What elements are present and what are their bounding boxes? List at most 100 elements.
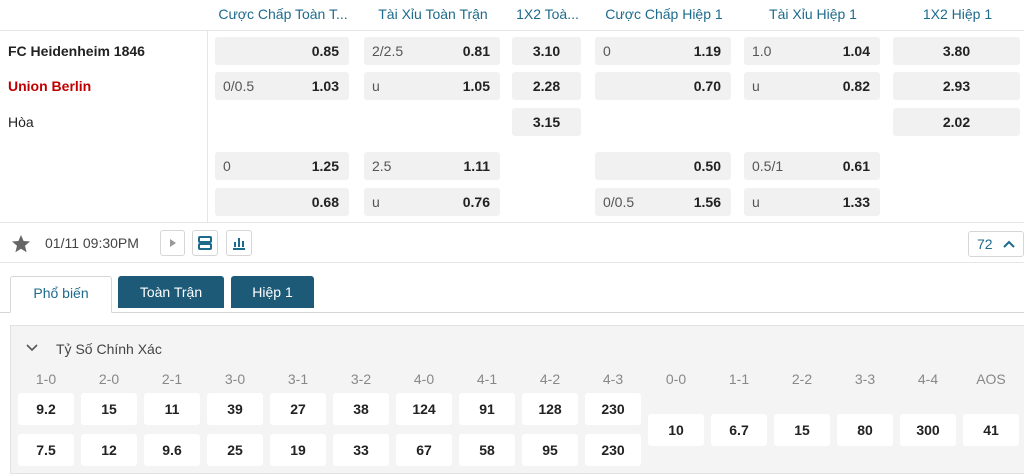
- odds-cell[interactable]: 2.02: [893, 108, 1020, 136]
- odds-value: 0.76: [462, 194, 490, 210]
- odds-cell[interactable]: 0.5/1 0.61: [744, 152, 880, 180]
- column-header: 1X2 Hiệp 1: [922, 6, 993, 22]
- score-odds[interactable]: 9.6: [144, 434, 200, 466]
- favorite-star[interactable]: [11, 234, 31, 254]
- score-label: 3-0: [224, 371, 246, 387]
- score-odds[interactable]: 15: [774, 414, 830, 446]
- handicap-line: 0.5/1: [752, 158, 784, 174]
- odds-cell[interactable]: 2.93: [893, 72, 1020, 100]
- score-odds[interactable]: 19: [270, 434, 326, 466]
- score-odds[interactable]: 10: [648, 414, 704, 446]
- odds-value: 0.85: [311, 43, 339, 59]
- score-odds[interactable]: 38: [333, 393, 389, 425]
- score-odds[interactable]: 124: [396, 393, 452, 425]
- odds-cell[interactable]: u 0.76: [364, 188, 500, 216]
- tab[interactable]: Toàn Trận: [118, 276, 224, 308]
- odds-cell[interactable]: 0 1.25: [215, 152, 349, 180]
- odds-value: 0.50: [693, 158, 721, 174]
- odds-cell[interactable]: 3.80: [893, 37, 1020, 65]
- odds-value: 1.56: [693, 194, 721, 210]
- odds-cell[interactable]: u 1.33: [744, 188, 880, 216]
- tab[interactable]: Hiệp 1: [231, 276, 314, 308]
- odds-cell[interactable]: u 1.05: [364, 72, 500, 100]
- odds-cell[interactable]: 2.5 1.11: [364, 152, 500, 180]
- score-label: 3-1: [287, 371, 309, 387]
- odds-cell[interactable]: 0 1.19: [595, 37, 731, 65]
- odds-cell[interactable]: u 0.82: [744, 72, 880, 100]
- score-odds[interactable]: 12: [81, 434, 137, 466]
- column-header: Cược Chấp Hiệp 1: [605, 6, 723, 22]
- score-label: AOS: [976, 371, 1006, 387]
- score-odds[interactable]: 128: [522, 393, 578, 425]
- handicap-line: 0/0.5: [223, 78, 255, 94]
- score-odds[interactable]: 95: [522, 434, 578, 466]
- stats-button[interactable]: [226, 230, 252, 256]
- odds-cell[interactable]: 2/2.5 0.81: [364, 37, 500, 65]
- score-odds[interactable]: 33: [333, 434, 389, 466]
- score-label: 4-0: [413, 371, 435, 387]
- score-odds[interactable]: 9.2: [18, 393, 74, 425]
- handicap-line: 2/2.5: [372, 43, 404, 59]
- odds-value: 3.15: [532, 114, 561, 130]
- score-odds[interactable]: 6.7: [711, 414, 767, 446]
- score-odds[interactable]: 80: [837, 414, 893, 446]
- row-divider: [0, 222, 1024, 223]
- score-odds[interactable]: 58: [459, 434, 515, 466]
- odds-value: 0.70: [693, 78, 721, 94]
- collapse-chevron[interactable]: [25, 342, 39, 354]
- score-odds[interactable]: 15: [81, 393, 137, 425]
- odds-value: 2.93: [942, 78, 971, 94]
- score-odds[interactable]: 230: [585, 434, 641, 466]
- handicap-line: 1.0: [752, 43, 772, 59]
- tab-divider: [0, 312, 1024, 313]
- score-odds[interactable]: 91: [459, 393, 515, 425]
- odds-value: 0.68: [311, 194, 339, 210]
- more-count: 72: [977, 236, 993, 252]
- score-odds[interactable]: 25: [207, 434, 263, 466]
- odds-cell[interactable]: 1.0 1.04: [744, 37, 880, 65]
- odds-value: 0.82: [842, 78, 870, 94]
- column-header: Tài Xỉu Toàn Trận: [378, 6, 488, 22]
- score-odds[interactable]: 39: [207, 393, 263, 425]
- score-label: 1-0: [35, 371, 57, 387]
- team-name: Hòa: [8, 114, 34, 130]
- odds-cell[interactable]: 2.28: [512, 72, 581, 100]
- odds-value: 1.25: [311, 158, 339, 174]
- score-label: 3-3: [854, 371, 876, 387]
- handicap-line: 2.5: [372, 158, 392, 174]
- list-button[interactable]: [192, 230, 218, 256]
- score-odds[interactable]: 230: [585, 393, 641, 425]
- odds-value: 1.03: [311, 78, 339, 94]
- score-odds[interactable]: 300: [900, 414, 956, 446]
- row-divider: [0, 262, 1024, 263]
- odds-cell[interactable]: 0/0.5 1.56: [595, 188, 731, 216]
- handicap-line: 0: [223, 158, 231, 174]
- odds-cell[interactable]: 0.70: [595, 72, 731, 100]
- odds-cell[interactable]: 0.85: [215, 37, 349, 65]
- score-label: 3-2: [350, 371, 372, 387]
- header-divider: [0, 30, 1024, 31]
- odds-value: 0.61: [842, 158, 870, 174]
- handicap-line: u: [752, 78, 760, 94]
- team-name: FC Heidenheim 1846: [8, 43, 145, 59]
- odds-cell[interactable]: 3.10: [512, 37, 581, 65]
- score-odds[interactable]: 11: [144, 393, 200, 425]
- odds-cell[interactable]: 3.15: [512, 108, 581, 136]
- score-odds[interactable]: 7.5: [18, 434, 74, 466]
- score-odds[interactable]: 67: [396, 434, 452, 466]
- tab[interactable]: Phổ biến: [10, 276, 112, 313]
- odds-value: 2.28: [532, 78, 561, 94]
- score-odds[interactable]: 41: [963, 414, 1019, 446]
- odds-cell[interactable]: 0/0.5 1.03: [215, 72, 349, 100]
- handicap-line: 0: [603, 43, 611, 59]
- score-label: 1-1: [728, 371, 750, 387]
- score-odds[interactable]: 27: [270, 393, 326, 425]
- odds-cell[interactable]: 0.68: [215, 188, 349, 216]
- play-button[interactable]: [160, 230, 185, 256]
- odds-value: 1.04: [842, 43, 870, 59]
- more-markets[interactable]: 72: [968, 231, 1024, 257]
- score-label: 4-2: [539, 371, 561, 387]
- odds-cell[interactable]: 0.50: [595, 152, 731, 180]
- column-header: 1X2 Toà...: [516, 6, 579, 22]
